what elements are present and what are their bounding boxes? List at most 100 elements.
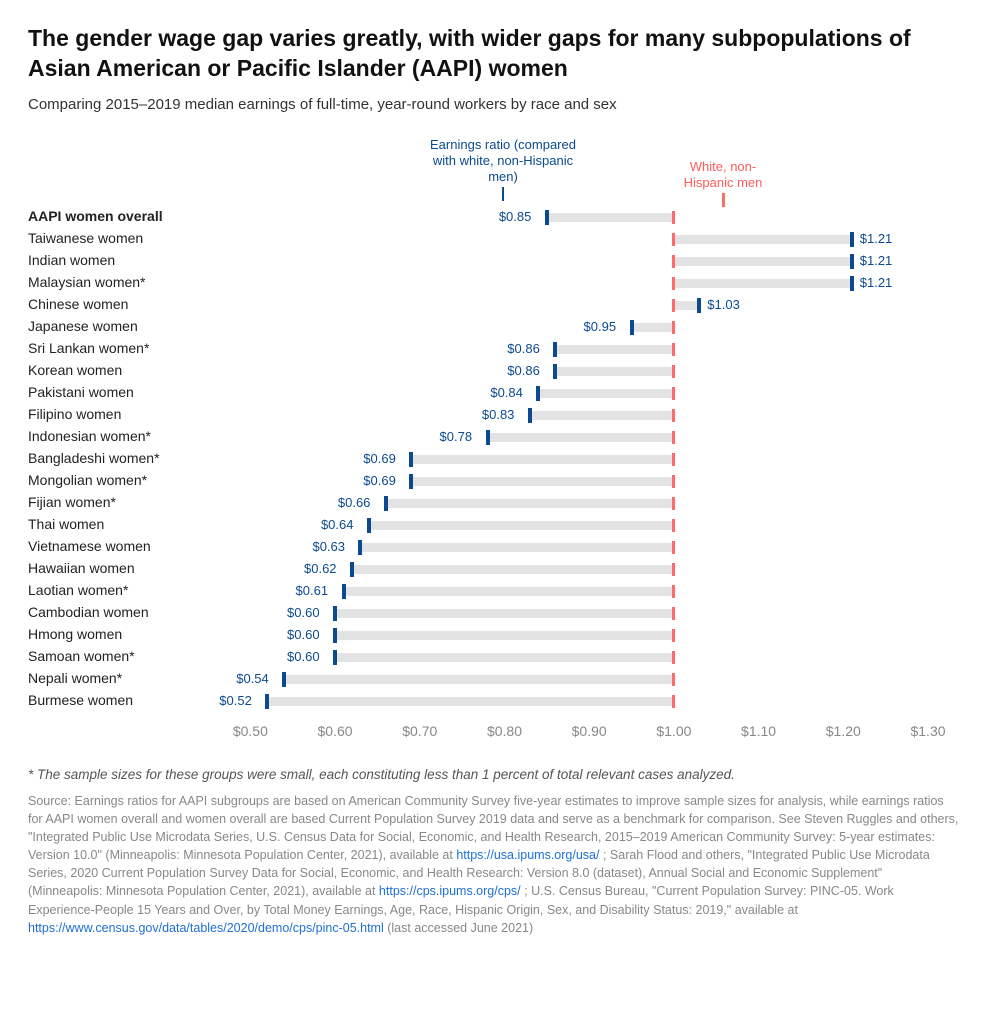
x-axis-tick-label: $0.50 — [233, 723, 268, 739]
source-link-2[interactable]: https://cps.ipums.org/cps/ — [379, 884, 521, 898]
reference-tick — [672, 277, 675, 290]
chart-bar — [386, 499, 674, 508]
source-link-3[interactable]: https://www.census.gov/data/tables/2020/… — [28, 921, 384, 935]
value-label: $0.60 — [287, 649, 320, 664]
legend-reference: White, non-Hispanic men — [668, 159, 778, 208]
chart-title: The gender wage gap varies greatly, with… — [28, 24, 960, 84]
value-tick — [486, 430, 490, 445]
value-label: $0.66 — [338, 495, 371, 510]
row-label: Malaysian women* — [28, 274, 198, 290]
chart-bar — [335, 631, 674, 640]
chart-bar — [538, 389, 674, 398]
value-tick — [850, 276, 854, 291]
value-tick — [850, 232, 854, 247]
value-label: $1.21 — [860, 275, 893, 290]
x-axis-tick-label: $0.90 — [572, 723, 607, 739]
x-axis-tick-label: $0.80 — [487, 723, 522, 739]
reference-tick — [672, 365, 675, 378]
value-tick — [409, 474, 413, 489]
chart-bar — [267, 697, 674, 706]
footnote: * The sample sizes for these groups were… — [28, 767, 960, 782]
value-label: $0.54 — [236, 671, 269, 686]
reference-tick — [672, 607, 675, 620]
row-label: Bangladeshi women* — [28, 450, 198, 466]
x-axis-tick-label: $1.20 — [826, 723, 861, 739]
value-label: $0.85 — [499, 209, 532, 224]
x-axis-tick-label: $0.60 — [318, 723, 353, 739]
reference-tick — [672, 343, 675, 356]
value-tick — [545, 210, 549, 225]
row-label: AAPI women overall — [28, 208, 198, 224]
value-tick — [409, 452, 413, 467]
row-label: Thai women — [28, 516, 198, 532]
reference-tick — [672, 497, 675, 510]
chart-bar — [352, 565, 674, 574]
reference-tick — [672, 475, 675, 488]
row-label: Burmese women — [28, 692, 198, 708]
row-label: Indonesian women* — [28, 428, 198, 444]
row-label: Pakistani women — [28, 384, 198, 400]
source-link-1[interactable]: https://usa.ipums.org/usa/ — [456, 848, 599, 862]
row-label: Chinese women — [28, 296, 198, 312]
value-label: $0.86 — [507, 341, 540, 356]
chart-bar — [488, 433, 674, 442]
value-label: $1.21 — [860, 231, 893, 246]
value-tick — [536, 386, 540, 401]
value-tick — [358, 540, 362, 555]
row-label: Mongolian women* — [28, 472, 198, 488]
row-label: Nepali women* — [28, 670, 198, 686]
value-tick — [333, 628, 337, 643]
row-label: Korean women — [28, 362, 198, 378]
chart-bar — [632, 323, 674, 332]
value-label: $0.78 — [440, 429, 473, 444]
value-label: $0.52 — [219, 693, 252, 708]
x-axis-tick-label: $1.00 — [656, 723, 691, 739]
value-tick — [342, 584, 346, 599]
reference-tick — [672, 673, 675, 686]
value-label: $0.84 — [490, 385, 523, 400]
chart-subtitle: Comparing 2015–2019 median earnings of f… — [28, 96, 960, 113]
x-axis-tick-label: $0.70 — [402, 723, 437, 739]
chart-bar — [674, 235, 852, 244]
chart-container: Earnings ratio (compared with white, non… — [28, 137, 958, 753]
chart-bar — [411, 455, 674, 464]
value-tick — [630, 320, 634, 335]
chart-bar — [674, 301, 699, 310]
value-tick — [528, 408, 532, 423]
value-tick — [282, 672, 286, 687]
value-tick — [553, 364, 557, 379]
reference-tick — [672, 651, 675, 664]
chart-bar — [360, 543, 673, 552]
reference-tick — [672, 409, 675, 422]
row-label: Taiwanese women — [28, 230, 198, 246]
chart-bar — [284, 675, 674, 684]
value-tick — [333, 650, 337, 665]
value-label: $0.60 — [287, 605, 320, 620]
reference-tick — [672, 211, 675, 224]
row-label: Hawaiian women — [28, 560, 198, 576]
row-label: Fijian women* — [28, 494, 198, 510]
chart-bar — [547, 213, 674, 222]
reference-tick — [672, 541, 675, 554]
value-label: $1.03 — [707, 297, 740, 312]
value-label: $0.60 — [287, 627, 320, 642]
value-tick — [697, 298, 701, 313]
chart-bar — [335, 609, 674, 618]
chart-bar — [674, 257, 852, 266]
value-label: $0.83 — [482, 407, 515, 422]
chart-bar — [411, 477, 674, 486]
row-label: Samoan women* — [28, 648, 198, 664]
value-label: $0.95 — [584, 319, 617, 334]
chart-bar — [555, 345, 674, 354]
value-tick — [850, 254, 854, 269]
row-label: Indian women — [28, 252, 198, 268]
value-tick — [350, 562, 354, 577]
value-label: $0.62 — [304, 561, 337, 576]
value-label: $0.69 — [363, 473, 396, 488]
source-citation: Source: Earnings ratios for AAPI subgrou… — [28, 792, 960, 937]
value-tick — [553, 342, 557, 357]
value-tick — [333, 606, 337, 621]
chart-bar — [335, 653, 674, 662]
reference-tick — [672, 431, 675, 444]
chart-bar — [369, 521, 674, 530]
